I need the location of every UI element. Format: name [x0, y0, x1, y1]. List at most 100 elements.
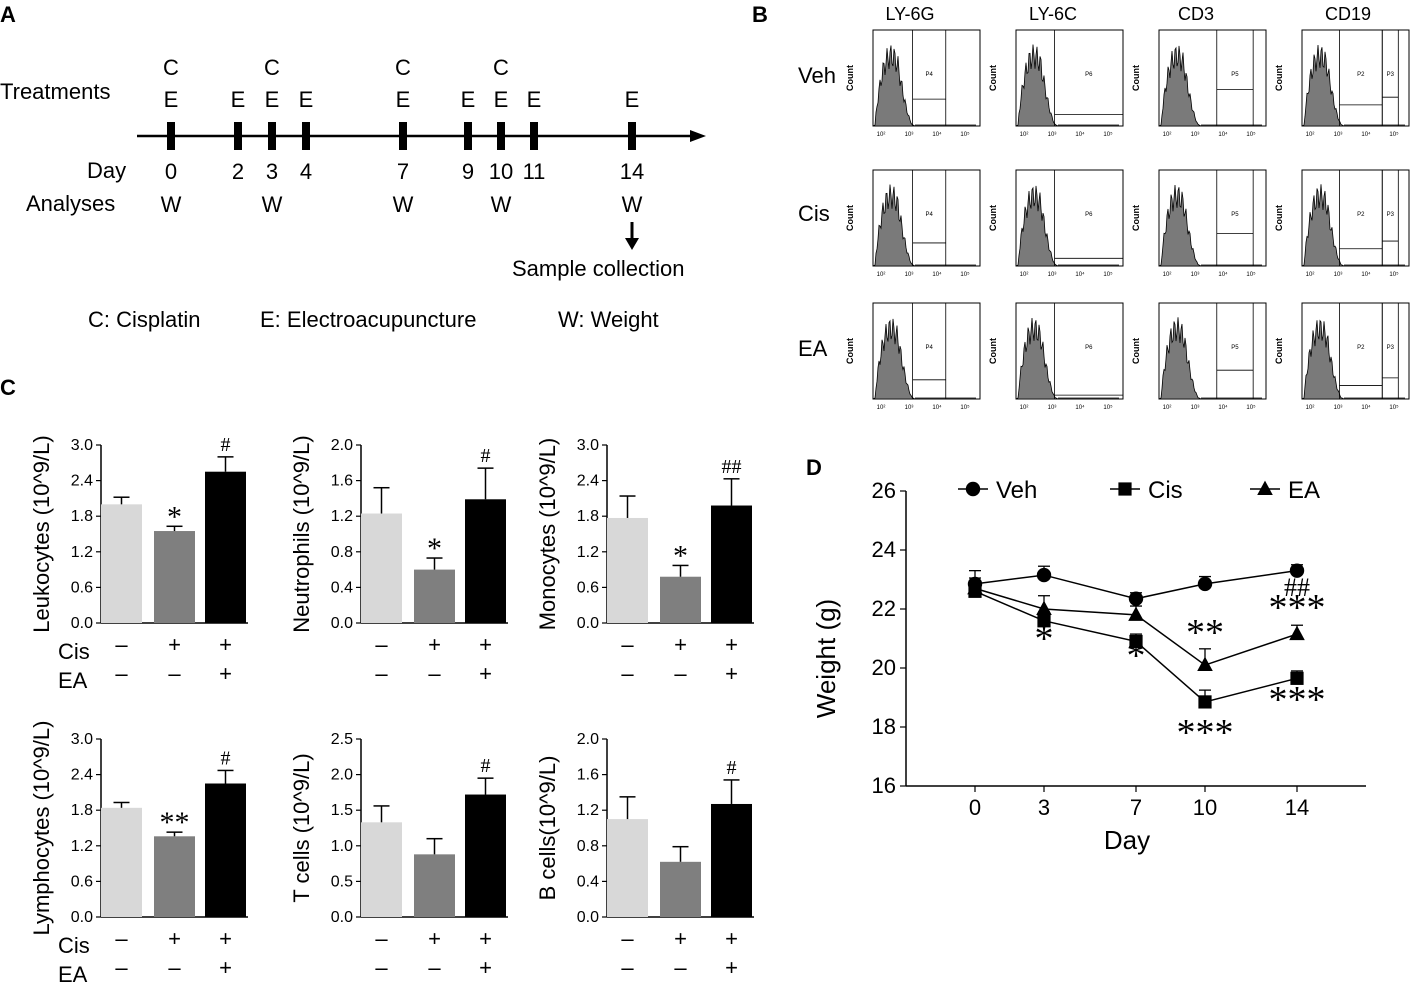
analyses-label: Analyses [26, 191, 115, 216]
gate-label: P6 [1085, 212, 1093, 218]
day-number: 14 [620, 159, 644, 184]
flow-histogram: Count P6 10² 10³ 10⁴ 10⁵ [988, 302, 1124, 411]
y-tick-label: 1.0 [331, 838, 353, 855]
histogram-peak [1301, 45, 1345, 127]
histogram-x-tick: 10³ [1191, 132, 1200, 138]
flow-histogram: Count P5 10² 10³ 10⁴ 10⁵ [1131, 302, 1267, 411]
bar-ea [711, 803, 752, 917]
legend-electroacupuncture: E: Electroacupuncture [260, 307, 476, 332]
design-cis-symbol: + [428, 926, 441, 951]
timeline-tick [302, 122, 310, 150]
histogram-peak [1158, 317, 1202, 400]
y-tick-label: 1.2 [577, 544, 599, 561]
significance-marker: * [1035, 618, 1054, 660]
significance-marker: *** [1177, 712, 1234, 754]
flow-histogram: Count P2 P3 10² 10³ 10⁴ 10⁵ [1274, 302, 1410, 411]
bar-charts: 0.0 0.6 1.2 1.8 2.4 3.0 Leukocytes (10^9/L) – – *… [29, 434, 754, 980]
histogram-x-tick: 10⁴ [1218, 271, 1228, 278]
timeline-tick [167, 122, 175, 150]
series-ea [967, 577, 1305, 672]
y-tick-label: 1.6 [577, 767, 599, 784]
panel-label-d: D [806, 455, 822, 480]
marker-square [1118, 482, 1132, 496]
significance-marker: * [427, 532, 442, 565]
y-tick-label: 1.2 [577, 802, 599, 819]
flow-row-label: EA [798, 336, 828, 361]
x-axis-label: Day [1104, 825, 1150, 855]
x-tick-label: 7 [1130, 795, 1142, 820]
timeline-tick [268, 122, 276, 150]
gate-label: P2 [1357, 72, 1365, 78]
y-tick-label: 2.4 [71, 473, 93, 490]
flow-histogram: Count P2 P3 10² 10³ 10⁴ 10⁵ [1274, 169, 1410, 278]
design-cis-symbol: + [674, 926, 687, 951]
gate-label: P5 [1231, 212, 1239, 218]
y-axis-label: Lymphocytes (10^9/L) [29, 721, 54, 936]
bar-chart-6: 0.0 0.4 0.8 1.2 1.6 2.0 B cells(10^9/L) – – + – # + + [535, 731, 754, 980]
design-cis-symbol: – [115, 632, 128, 657]
histogram-x-tick: 10⁴ [932, 404, 942, 411]
histogram-count-label: Count [988, 205, 998, 231]
sample-collection-label: Sample collection [512, 256, 684, 281]
histogram-x-tick: 10⁵ [1389, 404, 1399, 411]
x-tick-label: 10 [1193, 795, 1217, 820]
design-cis-symbol: – [621, 926, 634, 951]
design-ea-symbol: + [725, 661, 738, 686]
ea-marker: E [494, 87, 509, 112]
down-arrowhead-icon [625, 238, 639, 250]
timeline-tick [234, 122, 242, 150]
significance-marker: # [727, 757, 737, 779]
bar-cis [154, 531, 195, 623]
design-cis-symbol: – [621, 632, 634, 657]
timeline-day-14: 14 E W [620, 87, 644, 217]
flow-row-label: Veh [798, 63, 836, 88]
histogram-count-label: Count [845, 205, 855, 231]
y-tick-label: 1.5 [331, 802, 353, 819]
gate-label: P4 [926, 212, 934, 218]
significance-marker: * [167, 500, 182, 533]
flow-histogram: Count P2 P3 10² 10³ 10⁴ 10⁵ [1274, 29, 1410, 138]
timeline-day-7: 7 E C W [393, 55, 414, 217]
panel-label-b: B [752, 2, 768, 27]
bar-chart-3: 0.0 0.6 1.2 1.8 2.4 3.0 Monocytes (10^9/L) – – * +… [535, 437, 754, 686]
histogram-x-tick: 10³ [1048, 132, 1057, 138]
bar-cis [660, 576, 701, 623]
significance-marker: ## [1284, 573, 1310, 602]
bar-ea [205, 783, 246, 917]
y-tick-label: 0.0 [577, 909, 599, 926]
histogram-x-tick: 10² [1163, 272, 1172, 278]
series-cis [968, 581, 1304, 709]
ea-marker: E [461, 87, 476, 112]
y-tick-label: 0.0 [71, 615, 93, 632]
gate-label: P5 [1231, 345, 1239, 351]
y-tick-label: 3.0 [71, 731, 93, 748]
significance-marker: # [221, 434, 231, 456]
histogram-x-tick: 10² [877, 132, 886, 138]
histogram-x-tick: 10³ [1048, 405, 1057, 411]
bar-veh [607, 819, 648, 917]
histogram-x-tick: 10⁴ [1361, 131, 1371, 138]
panel-label-c: C [0, 375, 16, 400]
flow-histogram: Count P4 10² 10³ 10⁴ 10⁵ [845, 302, 981, 411]
gate-label: P2 [1357, 212, 1365, 218]
y-tick-label: 3.0 [71, 437, 93, 454]
design-ea-symbol: – [115, 661, 128, 686]
y-tick-label: 0.4 [331, 579, 353, 596]
y-tick-label: 2.0 [331, 767, 353, 784]
y-tick-label: 0.0 [71, 909, 93, 926]
design-ea-symbol: – [115, 955, 128, 980]
histogram-x-tick: 10⁵ [1389, 271, 1399, 278]
design-ea-symbol: + [479, 661, 492, 686]
timeline-arrowhead [690, 130, 706, 142]
gate-label: P2 [1357, 345, 1365, 351]
y-tick-label: 1.8 [577, 508, 599, 525]
histogram-count-label: Count [845, 338, 855, 364]
timeline-day-9: 9 E [461, 87, 476, 184]
design-cis-symbol: – [375, 926, 388, 951]
histogram-count-label: Count [845, 65, 855, 91]
histogram-frame [1301, 29, 1410, 127]
histogram-x-tick: 10⁵ [1246, 131, 1256, 138]
bar-ea [711, 505, 752, 623]
gate-label: P3 [1387, 345, 1395, 351]
ea-marker: E [527, 87, 542, 112]
